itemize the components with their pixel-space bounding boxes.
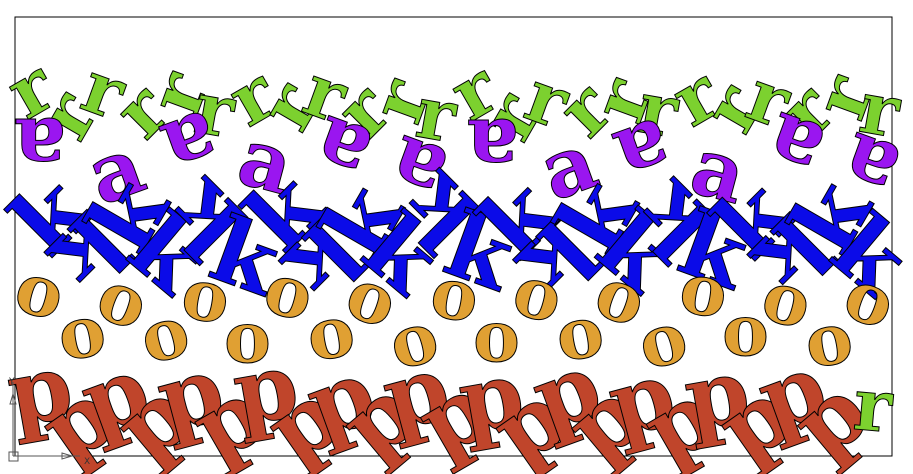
glyph-a[interactable]: a xyxy=(14,100,67,195)
glyph-o[interactable]: o xyxy=(473,295,521,379)
glyph-p[interactable]: p xyxy=(67,335,163,457)
glyph-extra-r[interactable]: r xyxy=(850,361,897,450)
drawing-border xyxy=(14,16,893,457)
glyph-o[interactable]: o xyxy=(224,296,272,380)
glyph-o[interactable]: o xyxy=(722,289,770,373)
glyph-a[interactable]: a xyxy=(466,101,519,196)
ucs-y-label: Y xyxy=(8,377,15,387)
glyph-o[interactable]: o xyxy=(86,252,159,347)
ucs-x-label: X xyxy=(84,457,90,467)
ucs-icon: Y X xyxy=(8,377,90,467)
